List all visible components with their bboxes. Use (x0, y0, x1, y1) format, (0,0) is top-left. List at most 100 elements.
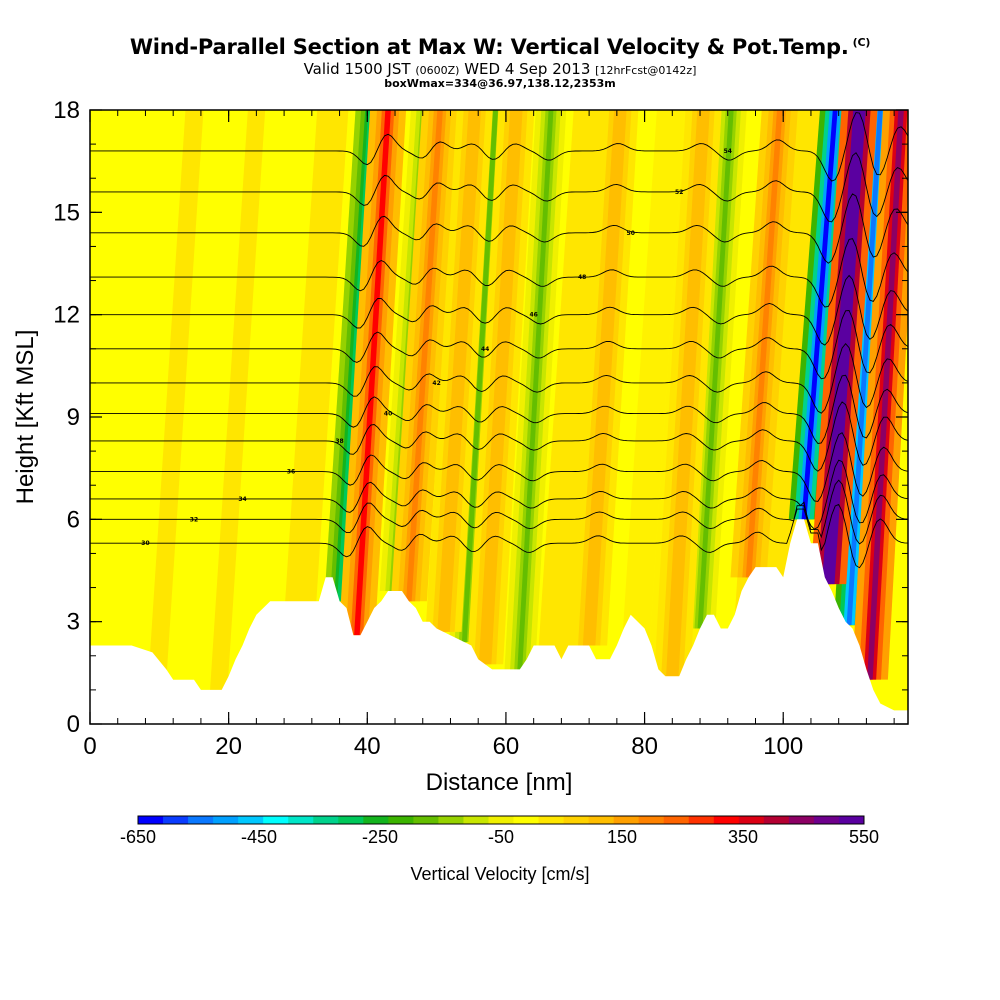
theta-contour-line (90, 432, 908, 502)
theta-contour-label: 50 (627, 230, 635, 237)
colorbar-swatch (613, 816, 640, 824)
colorbar-tick-label: -650 (120, 827, 156, 847)
y-tick-label: 9 (67, 404, 80, 431)
y-tick-label: 0 (67, 711, 80, 738)
colorbar-swatch (188, 816, 214, 824)
x-tick-label: 20 (215, 733, 242, 760)
theta-contour-line (90, 238, 908, 308)
theta-contour-line (90, 479, 908, 545)
x-tick-label: 0 (83, 733, 96, 760)
x-axis: 0 20 40 60 80 100 (83, 110, 895, 760)
updraft-band (867, 110, 904, 680)
weak-updraft-patch (533, 110, 609, 724)
weak-updraft-patch (277, 110, 349, 724)
x-tick-label: 80 (631, 733, 658, 760)
colorbar-swatch (288, 816, 314, 824)
colorbar-swatch (538, 816, 565, 824)
theta-contour-label: 54 (724, 148, 732, 155)
colorbar-swatch (338, 816, 364, 824)
weak-updraft-patch (207, 110, 266, 724)
colorbar-swatch (813, 816, 840, 824)
colorbar-label: Vertical Velocity [cm/s] (410, 864, 589, 884)
terrain-mask (90, 519, 908, 724)
colorbar-swatch (388, 816, 414, 824)
colorbar-swatch (488, 816, 515, 824)
y-tick-label: 12 (53, 302, 80, 329)
theta-contour-line (90, 459, 908, 530)
theta-contour-label: 46 (529, 312, 537, 319)
theta-contour-line (90, 193, 908, 264)
weak-updraft-patch (616, 110, 685, 724)
colorbar-swatch (413, 816, 439, 824)
colorbar-swatch (163, 816, 189, 824)
theta-contour-line (90, 310, 908, 380)
updraft-band (745, 110, 783, 578)
theta-contour-line (90, 342, 908, 414)
colorbar-tick-label: -250 (362, 827, 398, 847)
chart-subtitle: Valid 1500 JST (0600Z) WED 4 Sep 2013 [1… (0, 60, 1000, 78)
theta-contour-label: 38 (335, 438, 343, 445)
colorbar-swatch (138, 816, 164, 824)
theta-contour-label: 34 (238, 496, 246, 503)
colorbar-swatch (463, 816, 489, 824)
colorbar-swatch (638, 816, 665, 824)
theta-contour-label: 30 (141, 540, 149, 547)
copyright-mark: (C) (852, 36, 871, 49)
colorbar-tick-label: 550 (849, 827, 879, 847)
colorbar-tick-label: -450 (241, 827, 277, 847)
colorbar-swatch (563, 816, 590, 824)
colorbar: -650 -450 -250 -50 150 350 550 (120, 815, 879, 847)
chart-title: Wind-Parallel Section at Max W: Vertical… (0, 35, 1000, 59)
updraft-band (482, 110, 520, 665)
x-tick-label: 100 (763, 733, 803, 760)
x-axis-label: Distance [nm] (426, 769, 573, 796)
x-tick-label: 40 (354, 733, 381, 760)
y-tick-label: 3 (67, 609, 80, 636)
weak-updraft-patch (145, 110, 204, 724)
downdraft-band (461, 110, 498, 643)
downdraft-band (697, 110, 734, 629)
updraft-band (669, 110, 707, 677)
colorbar-swatch (688, 816, 715, 824)
colorbar-swatch (588, 816, 615, 824)
theta-contour-line (90, 401, 908, 472)
colorbar-frame (137, 815, 865, 825)
theta-contour-label: 48 (578, 274, 586, 281)
theta-contour-line (90, 152, 908, 223)
updraft-band (586, 110, 624, 646)
valid-time-utc: (0600Z) (415, 64, 460, 77)
theta-contour-label: 36 (287, 469, 295, 476)
box-wmax-info: boxWmax=334@36.97,138.12,2353m (384, 77, 616, 90)
colorbar-swatch (763, 816, 790, 824)
colorbar-swatch (663, 816, 690, 824)
downdraft-band (517, 110, 554, 670)
theta-contour-label: 44 (481, 346, 489, 353)
theta-contours: 30 32 34 36 38 40 42 44 46 48 50 52 54 (90, 112, 908, 569)
colorbar-swatch (238, 816, 264, 824)
colorbar-tick-label: 150 (607, 827, 637, 847)
x-tick-label: 60 (493, 733, 520, 760)
colorbar-tick-label: -50 (488, 827, 514, 847)
downdraft-band (801, 110, 838, 520)
y-tick-label: 6 (67, 506, 80, 533)
colorbar-swatch (838, 816, 865, 824)
theta-contour-line (90, 374, 908, 444)
updraft-band (825, 110, 863, 585)
updraft-band (354, 110, 391, 636)
colorbar-swatch (263, 816, 289, 824)
colorbar-swatch (788, 816, 815, 824)
theta-contour-label: 52 (675, 189, 683, 196)
theta-contour-label: 42 (432, 380, 440, 387)
colorbar-swatch (213, 816, 239, 824)
updraft-band (406, 110, 443, 602)
theta-contour-label: 40 (384, 411, 392, 418)
colorbar-swatch (438, 816, 464, 824)
valid-time: Valid 1500 JST (303, 60, 411, 78)
valid-date: WED 4 Sep 2013 (464, 60, 591, 78)
colorbar-swatch (363, 816, 389, 824)
colorbar-swatch (513, 816, 540, 824)
colorbar-swatch (738, 816, 765, 824)
theta-contour-line (90, 112, 908, 182)
